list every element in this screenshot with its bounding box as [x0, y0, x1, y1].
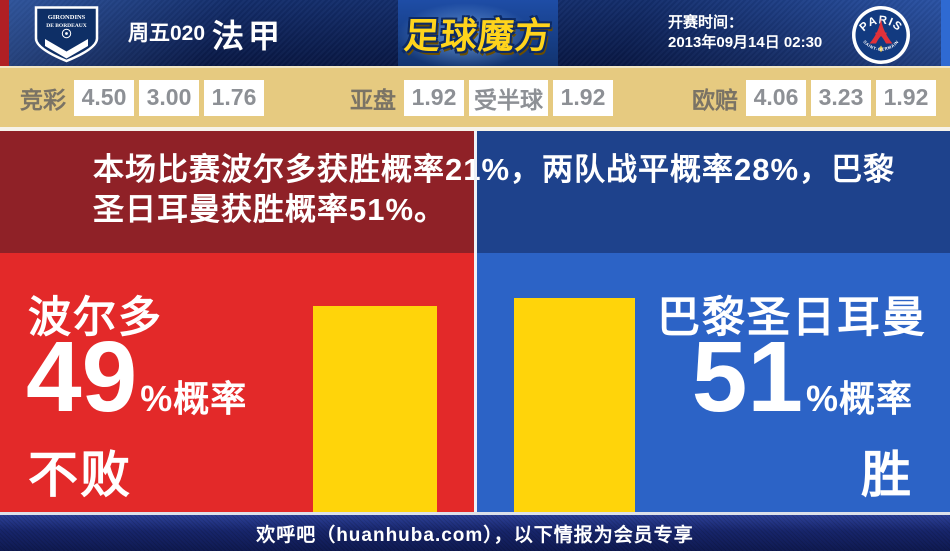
odds-group-yapan: 亚盘 1.92 受半球 1.92 — [350, 68, 613, 127]
home-outcome: 不败 — [28, 447, 132, 503]
kickoff-time: 2013年09月14日 02:30 — [668, 34, 823, 51]
away-probability-unit: %概率 — [805, 378, 913, 419]
match-code: 周五020 — [128, 22, 206, 45]
banner-line-1: 本场比赛波尔多获胜概率21%，两队战平概率28%，巴黎 — [93, 152, 896, 187]
footer-top-line — [0, 512, 950, 515]
left-accent-strip — [0, 0, 9, 66]
odds-label: 欧赔 — [692, 86, 738, 113]
home-team-name: 波尔多 — [28, 294, 163, 342]
home-panel: 波尔多 49 %概率 不败 — [0, 253, 474, 512]
prediction-content: 本场比赛波尔多获胜概率21%，两队战平概率28%，巴黎 圣日耳曼获胜概率51%。… — [0, 131, 950, 512]
odds-value-away: 1.92 — [876, 79, 936, 116]
header-divider-line — [0, 66, 950, 68]
banner-red-background — [0, 131, 474, 253]
match-header: GIRONDINS DE BORDEAUX 周五020 法甲 足球魔方 开赛时间… — [0, 0, 950, 66]
odds-label: 竞彩 — [20, 86, 66, 113]
bordeaux-chevron-icon — [45, 39, 88, 59]
league-name: 法甲 — [212, 18, 285, 54]
odds-value-home: 4.50 — [74, 79, 134, 116]
odds-value-draw: 3.23 — [811, 79, 871, 116]
probability-banner — [0, 131, 950, 253]
comparison-panels: 波尔多 49 %概率 不败 巴黎圣日耳曼 51 %概率 胜 — [0, 253, 950, 512]
right-accent-strip — [941, 0, 950, 66]
bordeaux-logo-text-1: GIRONDINS — [48, 14, 86, 21]
away-probability-value: 51 — [691, 321, 803, 433]
footer: 欢呼吧（huanhuba.com），以下情报为会员专享 — [0, 515, 950, 551]
bordeaux-logo-text-2: DE BORDEAUX — [46, 23, 87, 29]
bordeaux-logo: GIRONDINS DE BORDEAUX — [34, 6, 99, 63]
odds-value-away: 1.92 — [553, 79, 613, 116]
fleur-de-lis-icon — [878, 45, 884, 53]
bordeaux-crest-ball-icon — [61, 28, 72, 39]
odds-bar: 竞彩 4.50 3.00 1.76 亚盘 1.92 受半球 1.92 欧赔 4.… — [0, 68, 950, 127]
eiffel-tower-icon — [869, 18, 893, 44]
banner-blue-background — [474, 131, 950, 253]
home-probability-unit: %概率 — [140, 378, 248, 419]
away-probability-bar — [514, 298, 635, 512]
odds-value-home: 1.92 — [404, 79, 464, 116]
home-probability-value: 49 — [26, 321, 138, 433]
odds-group-oupei: 欧赔 4.06 3.23 1.92 — [692, 68, 936, 127]
odds-handicap: 受半球 — [469, 79, 548, 116]
away-outcome: 胜 — [861, 447, 913, 503]
brand-panel: 足球魔方 — [398, 0, 558, 66]
home-probability-bar — [313, 306, 437, 512]
away-probability: 51 %概率 — [692, 327, 913, 427]
footer-text: 欢呼吧（huanhuba.com），以下情报为会员专享 — [256, 524, 694, 546]
odds-value-draw: 3.00 — [139, 79, 199, 116]
psg-logo: PARIS SAINT-GERMAIN — [852, 6, 910, 64]
away-panel: 巴黎圣日耳曼 51 %概率 胜 — [474, 253, 950, 512]
odds-bottom-line — [0, 127, 950, 131]
odds-value-home: 4.06 — [746, 79, 806, 116]
odds-value-away: 1.76 — [204, 79, 264, 116]
panels-divider — [474, 131, 477, 512]
kickoff-label: 开赛时间： — [668, 14, 744, 31]
kickoff-info: 开赛时间： 2013年09月14日 02:30 — [668, 13, 822, 53]
odds-label: 亚盘 — [350, 86, 396, 113]
banner-line-2: 圣日耳曼获胜概率51%。 — [93, 192, 447, 227]
home-probability: 49 %概率 — [26, 327, 247, 427]
brand-logo-text: 足球魔方 — [402, 15, 554, 56]
probability-summary-text: 本场比赛波尔多获胜概率21%，两队战平概率28%，巴黎 圣日耳曼获胜概率51%。 — [93, 150, 895, 230]
away-team-name: 巴黎圣日耳曼 — [657, 294, 927, 342]
odds-group-jingcai: 竞彩 4.50 3.00 1.76 — [20, 68, 264, 127]
